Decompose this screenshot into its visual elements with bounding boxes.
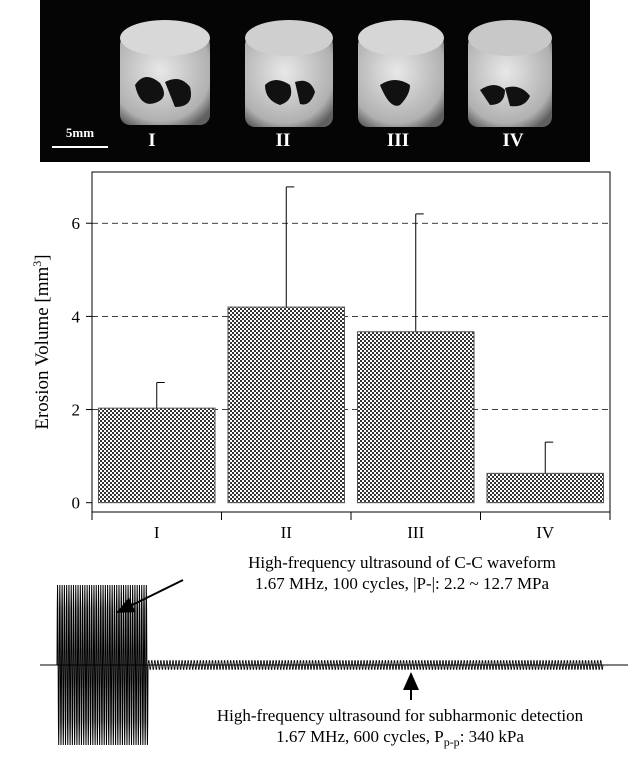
waveform-diagram: High-frequency ultrasound of C-C wavefor… [40, 553, 628, 749]
y-label-end: ] [32, 254, 53, 260]
annotation: High-frequency ultrasound for subharmoni… [217, 706, 584, 725]
y-axis-label: Erosion Volume [mm3] [30, 254, 53, 429]
y-tick-label: 0 [72, 494, 81, 513]
arrow [116, 579, 184, 613]
sample-label: II [276, 130, 291, 151]
y-tick-label: 2 [72, 401, 81, 420]
x-tick-label: III [407, 523, 424, 542]
detection-waveform [147, 660, 604, 670]
y-tick-label: 6 [72, 214, 81, 233]
x-tick-label: II [281, 523, 293, 542]
sample-label: I [148, 130, 155, 151]
annotation-sub: p-p [444, 735, 460, 749]
annotation-part: 1.67 MHz, 600 cycles, P [276, 727, 444, 746]
scale-label: 5mm [66, 125, 94, 140]
burst-waveform [56, 584, 149, 746]
y-label-text: Erosion Volume [mm [32, 266, 53, 429]
bar [97, 407, 216, 504]
annotation: High-frequency ultrasound of C-C wavefor… [248, 553, 556, 572]
y-label-sup: 3 [30, 261, 44, 267]
annotation: 1.67 MHz, 100 cycles, |P-|: 2.2 ~ 12.7 M… [255, 574, 550, 593]
sample-label: III [387, 130, 409, 151]
y-tick-label: 4 [72, 307, 81, 326]
bar [356, 331, 475, 504]
x-tick-label: I [154, 523, 160, 542]
annotation: 1.67 MHz, 600 cycles, Pp-p: 340 kPa [276, 727, 524, 749]
plot-frame [91, 171, 611, 513]
bar [486, 472, 605, 504]
samples [120, 20, 552, 127]
x-tick-label: IV [536, 523, 555, 542]
annotation-part: : 340 kPa [460, 727, 525, 746]
bar [227, 306, 346, 504]
photo: 5mm I II III IV [40, 0, 590, 162]
sample-label: IV [502, 130, 523, 151]
